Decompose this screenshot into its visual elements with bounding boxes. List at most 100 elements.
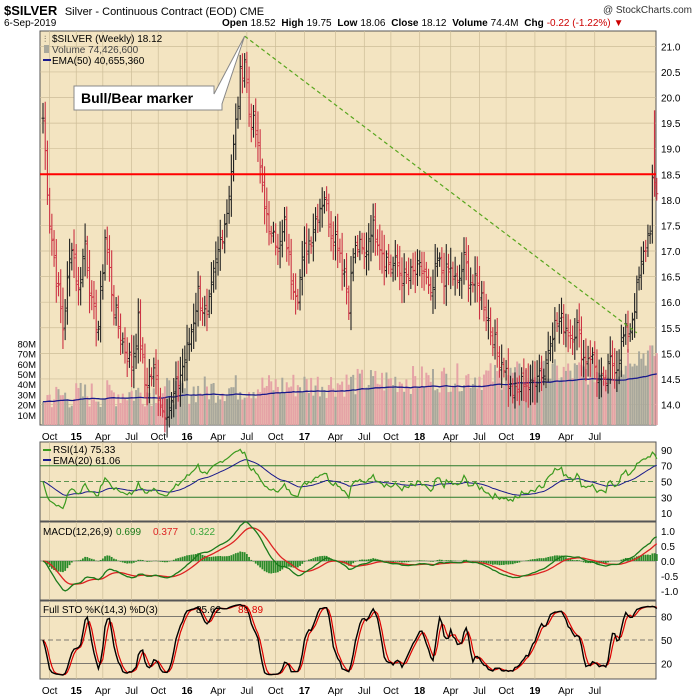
macd-histogram-bar xyxy=(265,561,268,573)
volume-bar xyxy=(482,374,485,425)
macd-histogram-bar xyxy=(217,556,219,561)
volume-bar xyxy=(480,389,483,425)
volume-bar xyxy=(609,377,612,425)
volume-bar xyxy=(544,387,547,425)
volume-bar xyxy=(68,407,71,425)
volume-bar xyxy=(287,387,290,425)
macd-histogram-bar xyxy=(330,558,332,561)
x-tick-label-top: 16 xyxy=(181,432,193,443)
close-value: 18.12 xyxy=(421,18,447,29)
macd-histogram-bar xyxy=(179,557,182,561)
macd-histogram-bar xyxy=(350,561,352,565)
macd-histogram-bar xyxy=(81,558,84,561)
rsi-ema-legend-label: EMA(20) 61.06 xyxy=(53,456,121,467)
volume-bar xyxy=(520,382,523,425)
volume-bar xyxy=(55,386,58,425)
annotation-text: Bull/Bear marker xyxy=(81,90,194,106)
macd-histogram-bar xyxy=(549,556,552,561)
macd-line xyxy=(42,521,658,592)
volume-bar xyxy=(106,380,109,425)
macd-histogram-bar xyxy=(93,559,95,561)
volume-bar xyxy=(73,398,76,425)
volume-bar xyxy=(84,384,87,425)
macd-histogram-bar xyxy=(186,555,188,561)
macd-histogram-bar xyxy=(505,561,507,565)
macd-histogram-bar xyxy=(620,559,623,561)
volume-bar xyxy=(463,385,466,425)
volume-bar xyxy=(146,392,149,425)
macd-histogram-bar xyxy=(203,555,206,561)
macd-histogram-bar xyxy=(292,561,295,568)
macd-histogram-bar xyxy=(651,553,654,561)
price-tick-label: 16.5 xyxy=(661,273,681,284)
x-tick-label-bottom: 17 xyxy=(299,686,311,697)
macd-histogram-bar xyxy=(403,561,406,563)
volume-bar xyxy=(549,378,552,425)
price-tick-label: 19.5 xyxy=(661,119,681,130)
macd-histogram-bar xyxy=(66,561,69,569)
volume-bar xyxy=(263,387,266,425)
volume-bar xyxy=(458,391,461,425)
volume-bar xyxy=(276,386,279,425)
volume-bar xyxy=(407,387,410,425)
x-tick-label-bottom: Jul xyxy=(473,686,486,697)
volume-bar xyxy=(638,351,641,425)
volume-bar xyxy=(236,399,239,425)
volume-bar xyxy=(374,370,377,425)
macd-tick-label: -1.0 xyxy=(661,587,679,598)
macd-histogram-bar xyxy=(604,561,607,564)
price-tick-label: 14.0 xyxy=(661,401,681,412)
volume-bar xyxy=(197,385,200,425)
x-tick-label-bottom: Apr xyxy=(210,686,226,697)
x-tick-label-top: Jul xyxy=(473,432,486,443)
macd-histogram-bar xyxy=(55,561,58,572)
volume-bar xyxy=(126,400,129,425)
macd-histogram-bar xyxy=(649,554,652,561)
volume-bar xyxy=(143,406,146,425)
volume-bar xyxy=(496,371,499,425)
macd-histogram-bar xyxy=(655,554,658,561)
macd-histogram-bar xyxy=(511,561,514,565)
macd-histogram-bar xyxy=(500,561,503,565)
macd-histogram-bar xyxy=(496,561,499,565)
macd-histogram-bar xyxy=(250,559,253,561)
macd-histogram-bar xyxy=(516,561,519,563)
macd-histogram-bar xyxy=(631,557,634,561)
macd-histogram-bar xyxy=(576,560,578,561)
symbol-label: $SILVER xyxy=(4,3,58,18)
volume-bar xyxy=(95,401,98,425)
volume-tick-label: 50M xyxy=(18,370,37,381)
macd-histogram-bar xyxy=(518,561,521,563)
volume-bar xyxy=(314,385,317,425)
rsi-ema-line xyxy=(42,459,657,496)
macd-histogram-bar xyxy=(547,557,550,561)
macd-tick-label: 1.0 xyxy=(661,527,675,538)
macd-histogram-bar xyxy=(228,555,231,561)
volume-tick-label: 60M xyxy=(18,360,37,371)
price-tick-label: 19.0 xyxy=(661,145,681,156)
volume-bar xyxy=(321,386,324,425)
macd-histogram-bar xyxy=(75,560,78,561)
macd-histogram-bar xyxy=(121,561,124,563)
macd-histogram-bar xyxy=(483,561,485,563)
volume-bar xyxy=(281,377,284,425)
rsi-tick-label: 10 xyxy=(661,509,673,520)
volume-bar xyxy=(551,363,554,425)
macd-histogram-bar xyxy=(252,561,255,562)
volume-tick-label: 10M xyxy=(18,411,37,422)
volume-bar xyxy=(571,378,574,425)
volume-bar xyxy=(327,385,330,425)
macd-histogram-bar xyxy=(208,557,211,561)
macd-histogram-bar xyxy=(132,561,135,563)
sto-legend-d: 89.89 xyxy=(238,605,263,616)
volume-bar xyxy=(522,383,525,425)
macd-histogram-bar xyxy=(124,561,126,564)
close-label: Close xyxy=(391,18,419,29)
macd-histogram-bar xyxy=(126,561,129,564)
macd-histogram-bar xyxy=(261,561,264,570)
volume-bar xyxy=(427,375,430,425)
volume-bar xyxy=(270,381,273,425)
volume-bar xyxy=(460,391,463,425)
x-tick-label-top: Jul xyxy=(240,432,253,443)
